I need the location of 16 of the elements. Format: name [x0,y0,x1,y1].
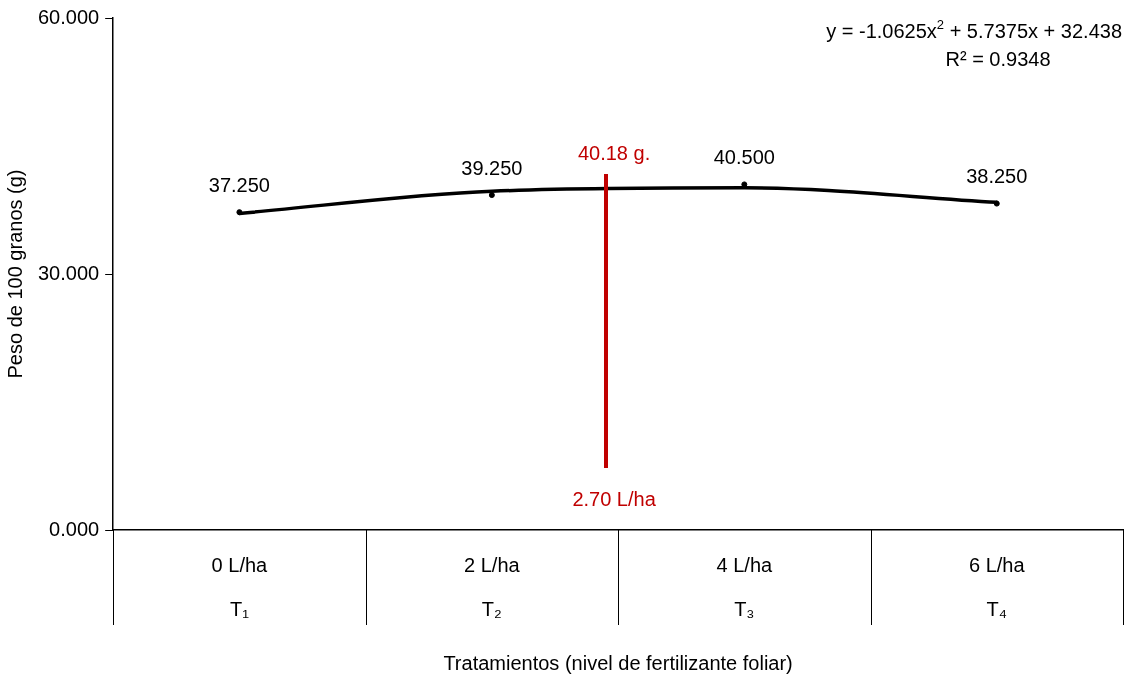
x-tick-label: 6 L/ha T₄ [968,553,1026,620]
y-tick-label: 30.000 [38,261,100,284]
annotation: 40.18 g. [577,141,651,164]
x-tick-label: 2 L/ha T₂ [464,553,521,620]
x-tick-label: 0 L/ha T₁ [211,553,269,620]
annotation: 2.70 L/ha [572,487,657,510]
data-label: 38.250 [966,165,1028,188]
data-label: 37.250 [208,173,270,196]
data-label: 40.500 [713,145,775,168]
x-axis-title: Tratamientos (nivel de fertilizante foliar) [443,651,793,674]
y-axis-title: Peso de 100 granos (g) [3,169,26,379]
x-tick-label: 4 L/ha T₃ [716,553,773,620]
y-tick-label: 0.000 [49,517,100,540]
annotation: R² = 0.9348 [945,47,1051,70]
data-label: 39.250 [461,156,523,179]
y-tick-label: 60.000 [38,5,100,28]
